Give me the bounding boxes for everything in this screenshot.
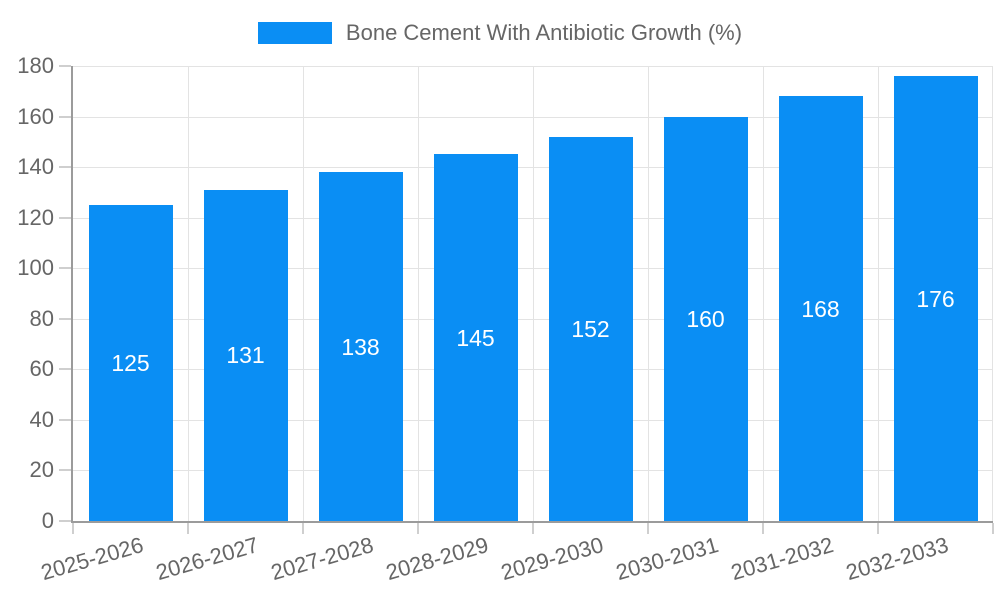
bar-value-label: 125 [111, 350, 150, 376]
legend-swatch [257, 22, 332, 44]
y-axis-label: 180 [17, 53, 54, 78]
y-axis-label: 120 [17, 204, 54, 230]
x-axis-tick [877, 523, 879, 534]
bar[interactable] [548, 136, 633, 521]
y-axis-label: 20 [29, 457, 54, 483]
gridline-v [878, 66, 879, 521]
y-axis-tick [59, 520, 71, 522]
y-axis-tick [59, 65, 71, 67]
y-axis-tick [59, 418, 71, 421]
bar[interactable] [663, 116, 748, 521]
y-axis-label: 160 [17, 103, 54, 129]
bar[interactable] [318, 172, 403, 521]
bar-value-label: 131 [226, 342, 265, 369]
legend[interactable]: Bone Cement With Antibiotic Growth (%) [0, 20, 1000, 46]
y-axis-label: 60 [29, 356, 54, 382]
y-axis-label: 0 [41, 508, 54, 533]
y-axis-label: 140 [17, 154, 54, 180]
x-axis-label: 2027-2028 [268, 532, 377, 586]
bar-value-label: 138 [341, 333, 380, 360]
x-axis-tick [187, 523, 189, 534]
y-axis-tick [59, 469, 71, 472]
bar[interactable] [88, 205, 173, 521]
y-axis-label: 80 [29, 305, 54, 331]
bar-value-label: 145 [456, 324, 495, 351]
x-axis-label: 2031-2032 [728, 532, 837, 586]
bar-value-label: 176 [916, 285, 955, 312]
y-axis-tick [59, 166, 71, 169]
gridline-v [418, 66, 419, 521]
bar-value-label: 160 [686, 305, 725, 332]
y-axis-tick [59, 216, 71, 219]
y-axis-tick [59, 115, 71, 118]
x-axis-tick [417, 523, 419, 534]
y-axis-label: 40 [29, 406, 54, 432]
gridline-v [648, 66, 649, 521]
gridline-v [188, 66, 189, 521]
x-axis-tick [992, 523, 994, 534]
gridline-v [533, 66, 534, 521]
y-axis-tick [59, 317, 71, 320]
bar-value-label: 168 [801, 295, 840, 322]
x-axis-tick [532, 523, 534, 534]
plot-area: 125 131 138 145 152 160 168 176 [71, 66, 993, 523]
x-axis-label: 2028-2029 [383, 532, 492, 586]
bar-value-label: 152 [571, 315, 610, 342]
bar[interactable] [893, 76, 978, 521]
x-axis-tick [72, 523, 74, 534]
x-axis-tick [647, 523, 649, 534]
bar[interactable] [433, 154, 518, 521]
y-axis-tick [59, 267, 71, 270]
bar[interactable] [778, 96, 863, 521]
x-axis-label: 2030-2031 [613, 532, 722, 586]
x-axis-label: 2025-2026 [38, 532, 147, 586]
gridline-v [303, 66, 304, 521]
x-axis-tick [762, 523, 764, 534]
x-axis-label: 2026-2027 [153, 532, 262, 586]
gridline-v [763, 66, 764, 521]
gridline-v [992, 66, 993, 521]
x-axis-label: 2032-2033 [843, 532, 952, 586]
y-axis-tick [59, 368, 71, 371]
bar[interactable] [203, 189, 288, 521]
legend-label: Bone Cement With Antibiotic Growth (%) [345, 20, 743, 45]
y-axis-label: 100 [17, 255, 54, 281]
x-axis-label: 2029-2030 [498, 532, 607, 586]
x-axis-tick [302, 523, 304, 534]
